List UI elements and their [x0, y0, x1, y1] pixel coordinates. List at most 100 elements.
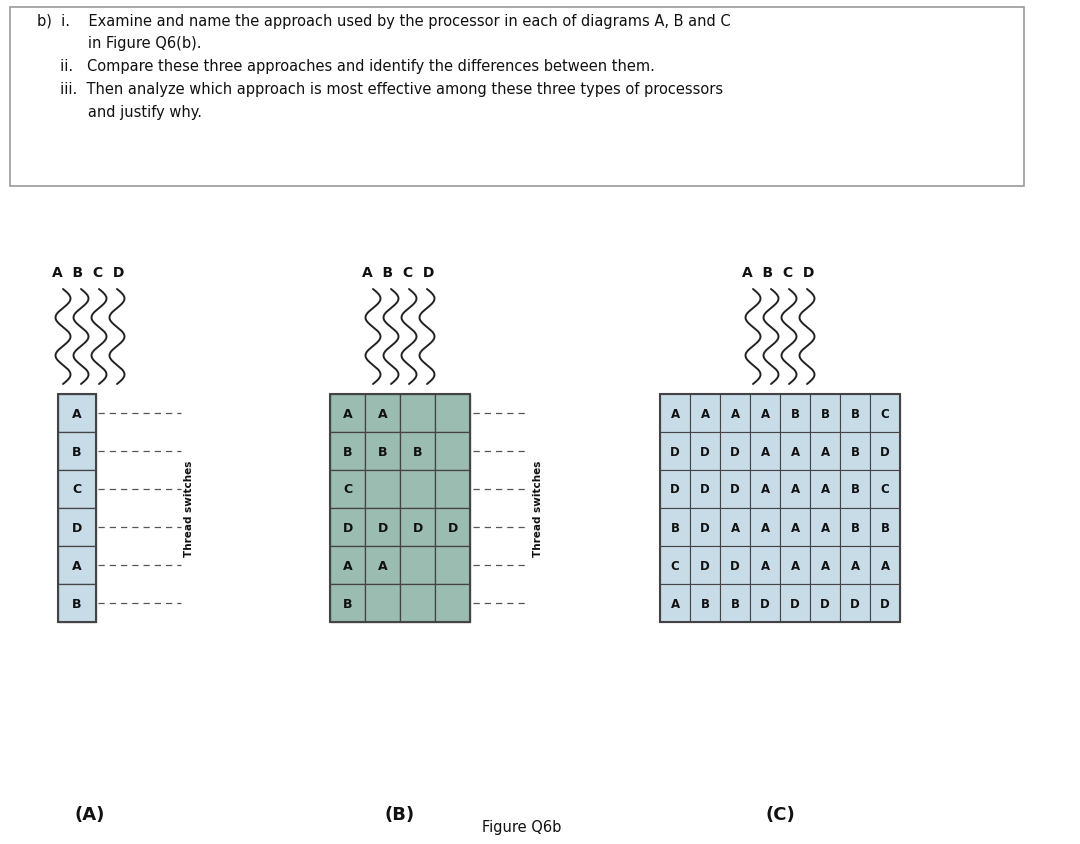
Bar — [690, 432, 720, 470]
Bar — [810, 394, 840, 432]
Bar — [810, 470, 840, 508]
Bar — [58, 546, 96, 584]
Text: D: D — [377, 521, 388, 534]
Bar — [690, 508, 720, 546]
Text: D: D — [730, 483, 740, 496]
Bar — [400, 432, 435, 470]
Bar — [365, 470, 400, 508]
Text: Figure Q6b: Figure Q6b — [483, 819, 562, 834]
Text: (A): (A) — [75, 805, 105, 823]
Text: D: D — [342, 521, 353, 534]
Bar — [870, 470, 900, 508]
Bar — [660, 470, 690, 508]
Bar — [840, 584, 870, 622]
Text: A: A — [342, 407, 352, 420]
Bar — [750, 394, 780, 432]
Text: C: C — [343, 483, 352, 496]
Text: A: A — [760, 407, 770, 420]
Bar — [660, 546, 690, 584]
Text: A: A — [671, 597, 679, 609]
Text: D: D — [820, 597, 829, 609]
Bar — [720, 546, 750, 584]
Bar — [435, 394, 470, 432]
Text: B: B — [413, 445, 422, 458]
Text: B: B — [730, 597, 740, 609]
Bar — [720, 508, 750, 546]
Text: D: D — [700, 521, 710, 534]
Text: B: B — [851, 483, 860, 496]
Text: C: C — [880, 407, 889, 420]
Text: A: A — [791, 559, 799, 572]
Text: B: B — [378, 445, 388, 458]
Text: C: C — [72, 483, 82, 496]
Bar — [690, 470, 720, 508]
Bar — [660, 432, 690, 470]
Text: A: A — [342, 559, 352, 572]
Bar — [870, 546, 900, 584]
Text: A: A — [821, 483, 829, 496]
Bar — [750, 508, 780, 546]
Text: A: A — [850, 559, 860, 572]
Text: A: A — [701, 407, 710, 420]
Text: A: A — [378, 559, 388, 572]
Text: A: A — [821, 559, 829, 572]
Text: C: C — [880, 483, 889, 496]
Bar — [840, 546, 870, 584]
Text: B: B — [851, 521, 860, 534]
Text: B: B — [72, 445, 82, 458]
Bar — [330, 508, 365, 546]
Bar — [870, 584, 900, 622]
Text: A: A — [791, 483, 799, 496]
Text: D: D — [880, 445, 890, 458]
Text: A: A — [72, 407, 82, 420]
Text: (B): (B) — [384, 805, 415, 823]
Bar — [58, 508, 96, 546]
Text: D: D — [413, 521, 422, 534]
Text: B: B — [791, 407, 799, 420]
Text: C: C — [671, 559, 679, 572]
Bar — [330, 584, 365, 622]
Bar — [435, 470, 470, 508]
Bar — [330, 546, 365, 584]
Bar — [780, 546, 810, 584]
Text: A: A — [791, 445, 799, 458]
Text: D: D — [791, 597, 800, 609]
Text: D: D — [880, 597, 890, 609]
Bar — [400, 546, 435, 584]
Bar — [870, 432, 900, 470]
Bar — [780, 432, 810, 470]
Bar — [870, 508, 900, 546]
Bar — [400, 470, 435, 508]
Bar — [840, 394, 870, 432]
Text: b)  i.    Examine and name the approach used by the processor in each of diagram: b) i. Examine and name the approach used… — [37, 14, 730, 120]
Bar — [365, 546, 400, 584]
FancyBboxPatch shape — [11, 8, 1024, 187]
Text: D: D — [850, 597, 860, 609]
Text: A: A — [760, 521, 770, 534]
Text: A: A — [880, 559, 890, 572]
Bar — [780, 584, 810, 622]
Bar — [720, 470, 750, 508]
Bar — [660, 508, 690, 546]
Bar — [400, 508, 435, 546]
Text: D: D — [730, 445, 740, 458]
Text: A: A — [821, 445, 829, 458]
Bar — [750, 584, 780, 622]
Text: (C): (C) — [765, 805, 795, 823]
Text: A: A — [730, 521, 740, 534]
Text: B: B — [72, 597, 82, 609]
Bar — [435, 508, 470, 546]
Text: Thread switches: Thread switches — [534, 460, 543, 556]
Bar — [660, 394, 900, 622]
Text: A: A — [760, 445, 770, 458]
Bar — [365, 432, 400, 470]
Bar — [365, 508, 400, 546]
Text: D: D — [670, 445, 680, 458]
Bar — [870, 394, 900, 432]
Text: A: A — [730, 407, 740, 420]
Bar — [400, 584, 435, 622]
Text: A  B  C  D: A B C D — [52, 266, 124, 279]
Text: D: D — [447, 521, 458, 534]
Bar — [840, 432, 870, 470]
Bar — [690, 584, 720, 622]
